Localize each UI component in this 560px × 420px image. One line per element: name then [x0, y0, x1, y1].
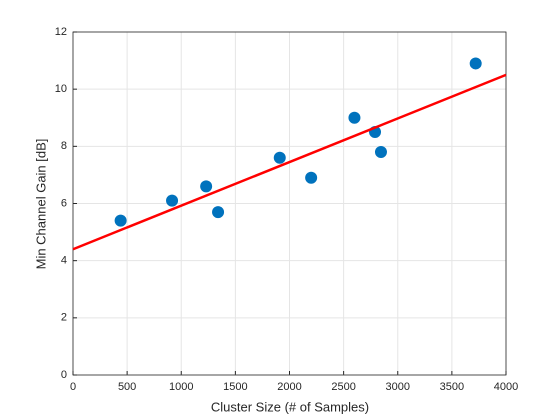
x-tick-label: 0	[70, 381, 76, 393]
point	[200, 180, 213, 193]
point	[166, 194, 179, 207]
y-axis-label: Min Channel Gain [dB]	[33, 139, 48, 270]
plot-frame	[72, 31, 507, 376]
y-tick-label: 6	[61, 197, 67, 209]
x-tick-label: 4000	[494, 381, 518, 393]
point	[374, 146, 387, 159]
point	[305, 171, 318, 184]
x-tick-label: 1000	[169, 381, 193, 393]
y-tick-label: 8	[61, 140, 67, 152]
x-tick-label: 500	[118, 381, 136, 393]
x-tick-label: 3000	[386, 381, 410, 393]
y-tick-label: 4	[61, 255, 67, 267]
point	[273, 151, 286, 164]
x-tick-label: 2000	[277, 381, 301, 393]
point	[348, 111, 361, 124]
x-axis-label: Cluster Size (# of Samples)	[211, 399, 369, 414]
x-tick-label: 3500	[440, 381, 464, 393]
fit-line	[72, 73, 507, 251]
y-tick-label: 2	[61, 312, 67, 324]
x-tick-label: 1500	[223, 381, 247, 393]
y-tick-label: 10	[55, 83, 67, 95]
point	[212, 206, 225, 219]
point	[114, 214, 127, 227]
y-tick-label: 0	[61, 369, 67, 381]
y-tick-label: 12	[55, 26, 67, 38]
point	[469, 57, 482, 70]
x-tick-label: 2500	[331, 381, 355, 393]
